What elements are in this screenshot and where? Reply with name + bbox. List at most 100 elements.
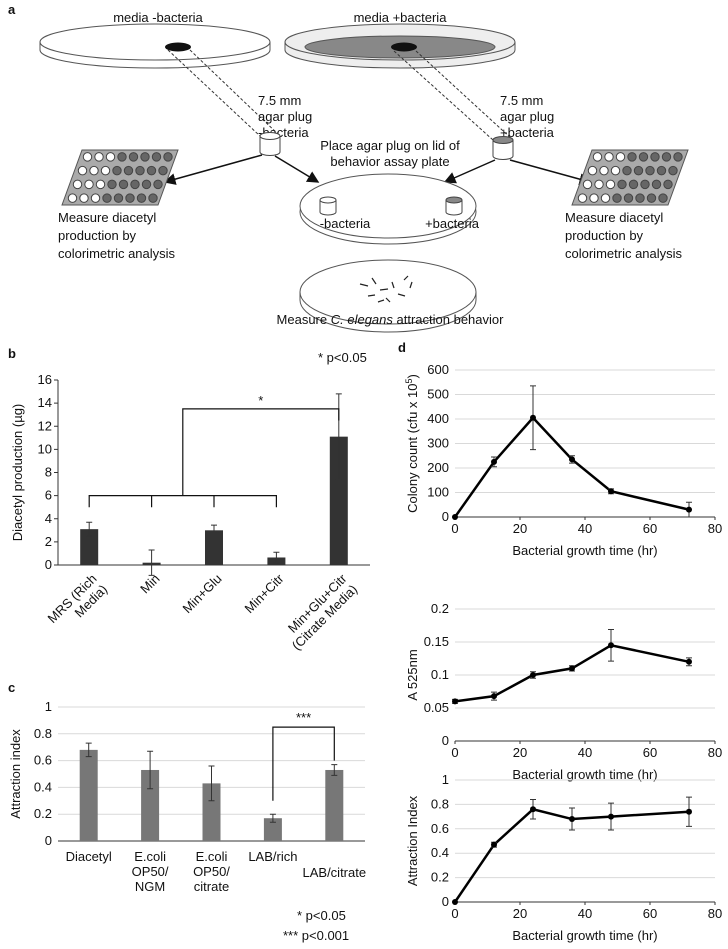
bracket <box>88 408 340 508</box>
line <box>454 643 690 703</box>
y-tick-label: 0 <box>442 894 449 909</box>
y-axis-label-part: ) <box>405 374 420 378</box>
well <box>600 193 611 203</box>
plug-label: +bacteria <box>425 216 480 231</box>
well <box>656 165 667 176</box>
error-bar <box>273 551 280 564</box>
y-tick-label: 0.8 <box>431 796 449 811</box>
well <box>95 179 106 190</box>
x-tick-label: E.coli OP50/ citrate <box>193 849 230 894</box>
well <box>90 193 101 203</box>
step-label: Measure C. elegans attraction behavior <box>277 312 505 327</box>
marker <box>530 806 536 813</box>
step-label: Place agar plug on lid of behavior assay … <box>320 138 460 169</box>
marker <box>530 672 536 678</box>
well <box>623 193 634 203</box>
y-tick-label: 14 <box>38 395 52 410</box>
line <box>453 807 690 903</box>
well <box>638 152 649 162</box>
y-tick-label: 600 <box>427 362 449 377</box>
well <box>118 179 129 190</box>
y-tick-label: 1 <box>45 699 52 714</box>
y-axis-label-part: 5 <box>404 378 414 383</box>
well <box>102 193 112 203</box>
y-tick-label: 4 <box>45 511 52 526</box>
well <box>622 165 632 176</box>
y-tick-label: 0.4 <box>34 779 52 794</box>
y-tick-label: 200 <box>427 460 449 475</box>
error-bar <box>86 521 93 537</box>
annotation: *** p<0.001 <box>283 928 349 943</box>
well <box>123 165 134 176</box>
dish-label: media -bacteria <box>113 10 203 25</box>
y-tick-label: 0 <box>442 733 449 748</box>
y-tick-label: 0.1 <box>431 667 449 682</box>
x-tick-label: 40 <box>578 906 592 921</box>
well <box>661 152 672 162</box>
well-plate <box>61 149 179 206</box>
well <box>650 152 660 162</box>
well <box>668 165 678 176</box>
y-axis-label: Colony count (cfu x 105) <box>404 374 420 513</box>
well <box>158 165 168 176</box>
y-tick-label: 500 <box>427 387 449 402</box>
bar <box>202 783 221 841</box>
bar <box>80 529 99 565</box>
marker <box>686 506 692 513</box>
well <box>117 152 127 162</box>
x-tick-label: 20 <box>513 906 527 921</box>
bar <box>263 818 282 841</box>
well <box>135 165 145 176</box>
y-tick-label: 0.4 <box>431 845 449 860</box>
bar <box>79 749 98 841</box>
well <box>617 179 627 190</box>
plug-label: -bacteria <box>320 216 371 231</box>
marker <box>452 514 458 520</box>
y-axis-label: Attraction index <box>8 729 23 819</box>
x-axis-label: Bacterial growth time (hr) <box>512 928 657 943</box>
line <box>453 415 690 518</box>
x-tick-label: 40 <box>578 745 592 760</box>
well <box>651 179 662 190</box>
y-tick-label: 0.8 <box>34 726 52 741</box>
x-tick-label: 40 <box>578 521 592 536</box>
petri-dish <box>284 23 516 69</box>
y-tick-label: 0.6 <box>34 753 52 768</box>
x-tick-label: Diacetyl <box>65 849 112 864</box>
diagram: media -bacteria media +bacteria 7.5 mm ag… <box>39 10 689 333</box>
well <box>633 165 644 176</box>
well <box>610 165 621 176</box>
x-tick-label: 80 <box>708 906 722 921</box>
well <box>72 179 83 190</box>
marker <box>608 813 614 820</box>
error-bar <box>211 524 217 537</box>
well <box>673 152 683 162</box>
worms <box>359 275 413 303</box>
panel-label: a <box>8 2 16 17</box>
error-bar <box>147 750 154 790</box>
error-bar <box>148 549 155 576</box>
error-bar <box>208 765 215 802</box>
x-tick-label: 60 <box>643 521 657 536</box>
well <box>100 165 111 176</box>
x-tick-label: 0 <box>451 745 458 760</box>
x-tick-label: E.coli OP50/ NGM <box>131 849 169 894</box>
well <box>128 152 139 162</box>
y-tick-label: 10 <box>38 441 52 456</box>
marker <box>491 841 497 848</box>
y-axis-label: Attraction Index <box>405 795 420 886</box>
well <box>627 152 637 162</box>
well <box>582 179 593 190</box>
x-tick-label: 60 <box>643 745 657 760</box>
error-bar <box>269 813 276 823</box>
well <box>635 193 645 203</box>
y-axis-label: Diacetyl production (µg) <box>10 404 25 542</box>
y-tick-label: 0.2 <box>34 806 52 821</box>
well <box>141 179 152 190</box>
marker <box>491 458 497 465</box>
y-tick-label: 16 <box>38 372 52 387</box>
well <box>594 179 604 190</box>
y-tick-label: 8 <box>45 465 52 480</box>
marker <box>608 488 614 495</box>
